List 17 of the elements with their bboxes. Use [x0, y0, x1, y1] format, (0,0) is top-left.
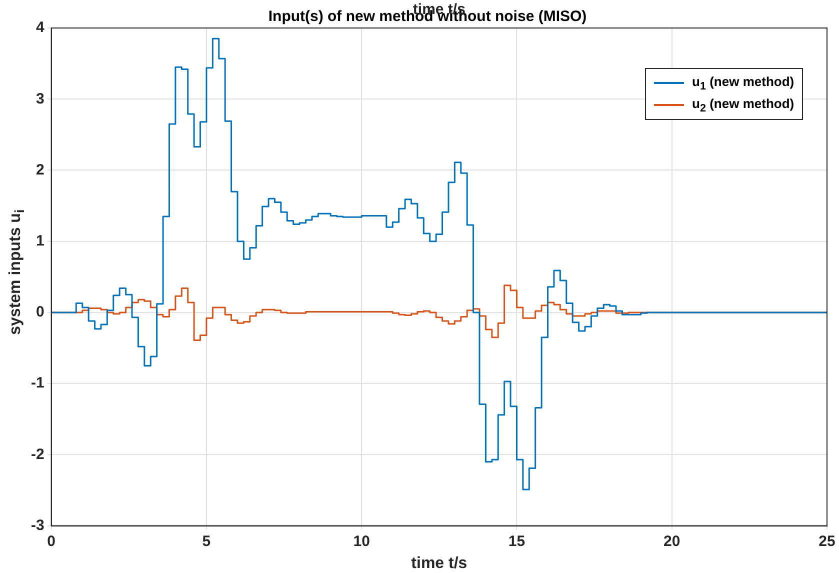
y-tick-label: 0 [36, 304, 44, 321]
y-tick-label: -1 [30, 374, 44, 392]
x-tick-label: 25 [818, 532, 836, 550]
y-tick-label: 3 [36, 90, 44, 108]
legend-label: u$_{2}$ (new method) [692, 96, 794, 114]
x-tick-label: 5 [202, 532, 211, 550]
x-tick-label: 15 [508, 532, 526, 550]
y-tick-label: 1 [36, 232, 44, 250]
x-axis-title: time t/s [411, 554, 468, 572]
x-tick-label: 10 [353, 532, 370, 550]
y-tick-label: 4 [36, 19, 45, 36]
x-tick-label: 20 [664, 532, 680, 550]
y-tick-label: 2 [36, 161, 44, 178]
y-tick-label: -3 [30, 516, 44, 534]
legend-label: u$_{1}$ (new method) [692, 74, 794, 92]
x-tick-label: 0 [47, 532, 56, 550]
y-tick-label: -2 [30, 446, 44, 463]
